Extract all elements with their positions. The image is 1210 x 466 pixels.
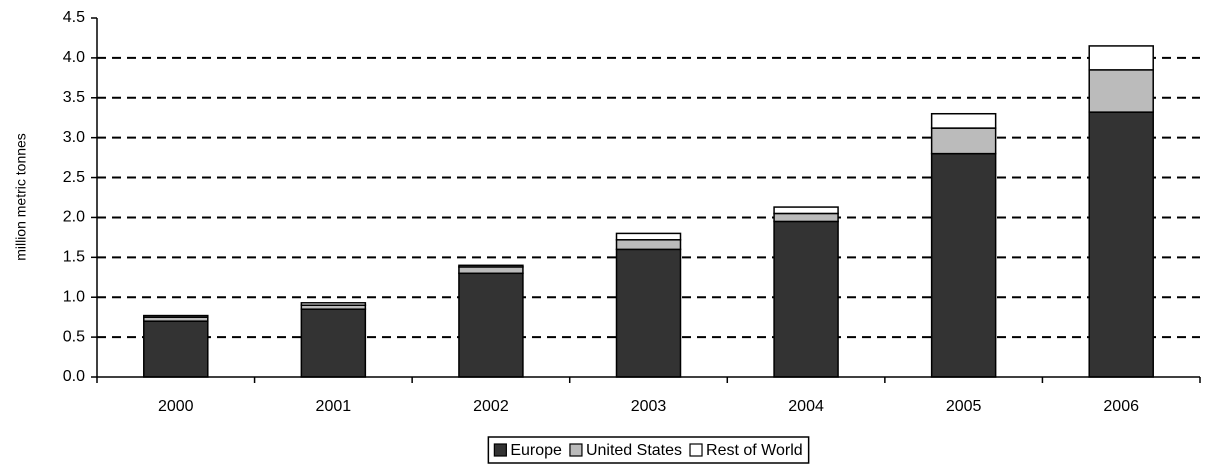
- legend-label: Europe: [510, 442, 562, 459]
- legend-swatch: [689, 443, 703, 457]
- y-tick-label: 1.5: [63, 249, 85, 266]
- bar-segment: [300, 308, 367, 378]
- bar-segment: [300, 302, 367, 306]
- y-tick-label: 1.0: [63, 288, 85, 305]
- x-tick-label: 2006: [1103, 398, 1139, 415]
- x-tick-label: 2001: [316, 398, 352, 415]
- bar-segment: [930, 112, 997, 129]
- bar-segment: [773, 206, 839, 215]
- legend-label: United States: [586, 442, 682, 459]
- legend-label: Rest of World: [706, 442, 803, 459]
- y-tick-label: 4.0: [63, 49, 85, 66]
- y-tick-label: 3.5: [63, 89, 85, 106]
- bar-segment: [615, 239, 682, 251]
- x-tick-label: 2005: [946, 398, 982, 415]
- bar-segment: [773, 212, 839, 223]
- bar-segment: [1088, 45, 1154, 71]
- x-tick-label: 2003: [631, 398, 667, 415]
- bar-segment: [143, 320, 209, 378]
- y-tick-label: 2.5: [63, 169, 85, 186]
- y-tick-label: 3.0: [63, 129, 85, 146]
- bar-segment: [1088, 111, 1154, 378]
- y-tick-label: 0.0: [63, 368, 85, 385]
- bar-segment: [615, 232, 682, 241]
- bar-segment: [458, 266, 524, 275]
- bar-segment: [143, 314, 209, 318]
- bar-segment: [615, 248, 682, 378]
- legend-swatch: [493, 443, 507, 457]
- x-tick-label: 2002: [473, 398, 509, 415]
- bar-segment: [1088, 69, 1154, 113]
- bar-segment: [773, 220, 839, 378]
- y-tick-label: 0.5: [63, 328, 85, 345]
- y-tick-label: 2.0: [63, 209, 85, 226]
- y-tick-label: 4.5: [63, 9, 85, 26]
- y-axis-label: million metric tonnes: [13, 133, 29, 261]
- x-tick-label: 2000: [158, 398, 194, 415]
- bar-segment: [930, 152, 997, 378]
- bar-segment: [458, 272, 524, 378]
- x-tick-label: 2004: [788, 398, 824, 415]
- bar-segment: [930, 127, 997, 155]
- legend-swatch: [569, 443, 583, 457]
- bar-segment: [458, 264, 524, 268]
- legend-box: [487, 436, 810, 464]
